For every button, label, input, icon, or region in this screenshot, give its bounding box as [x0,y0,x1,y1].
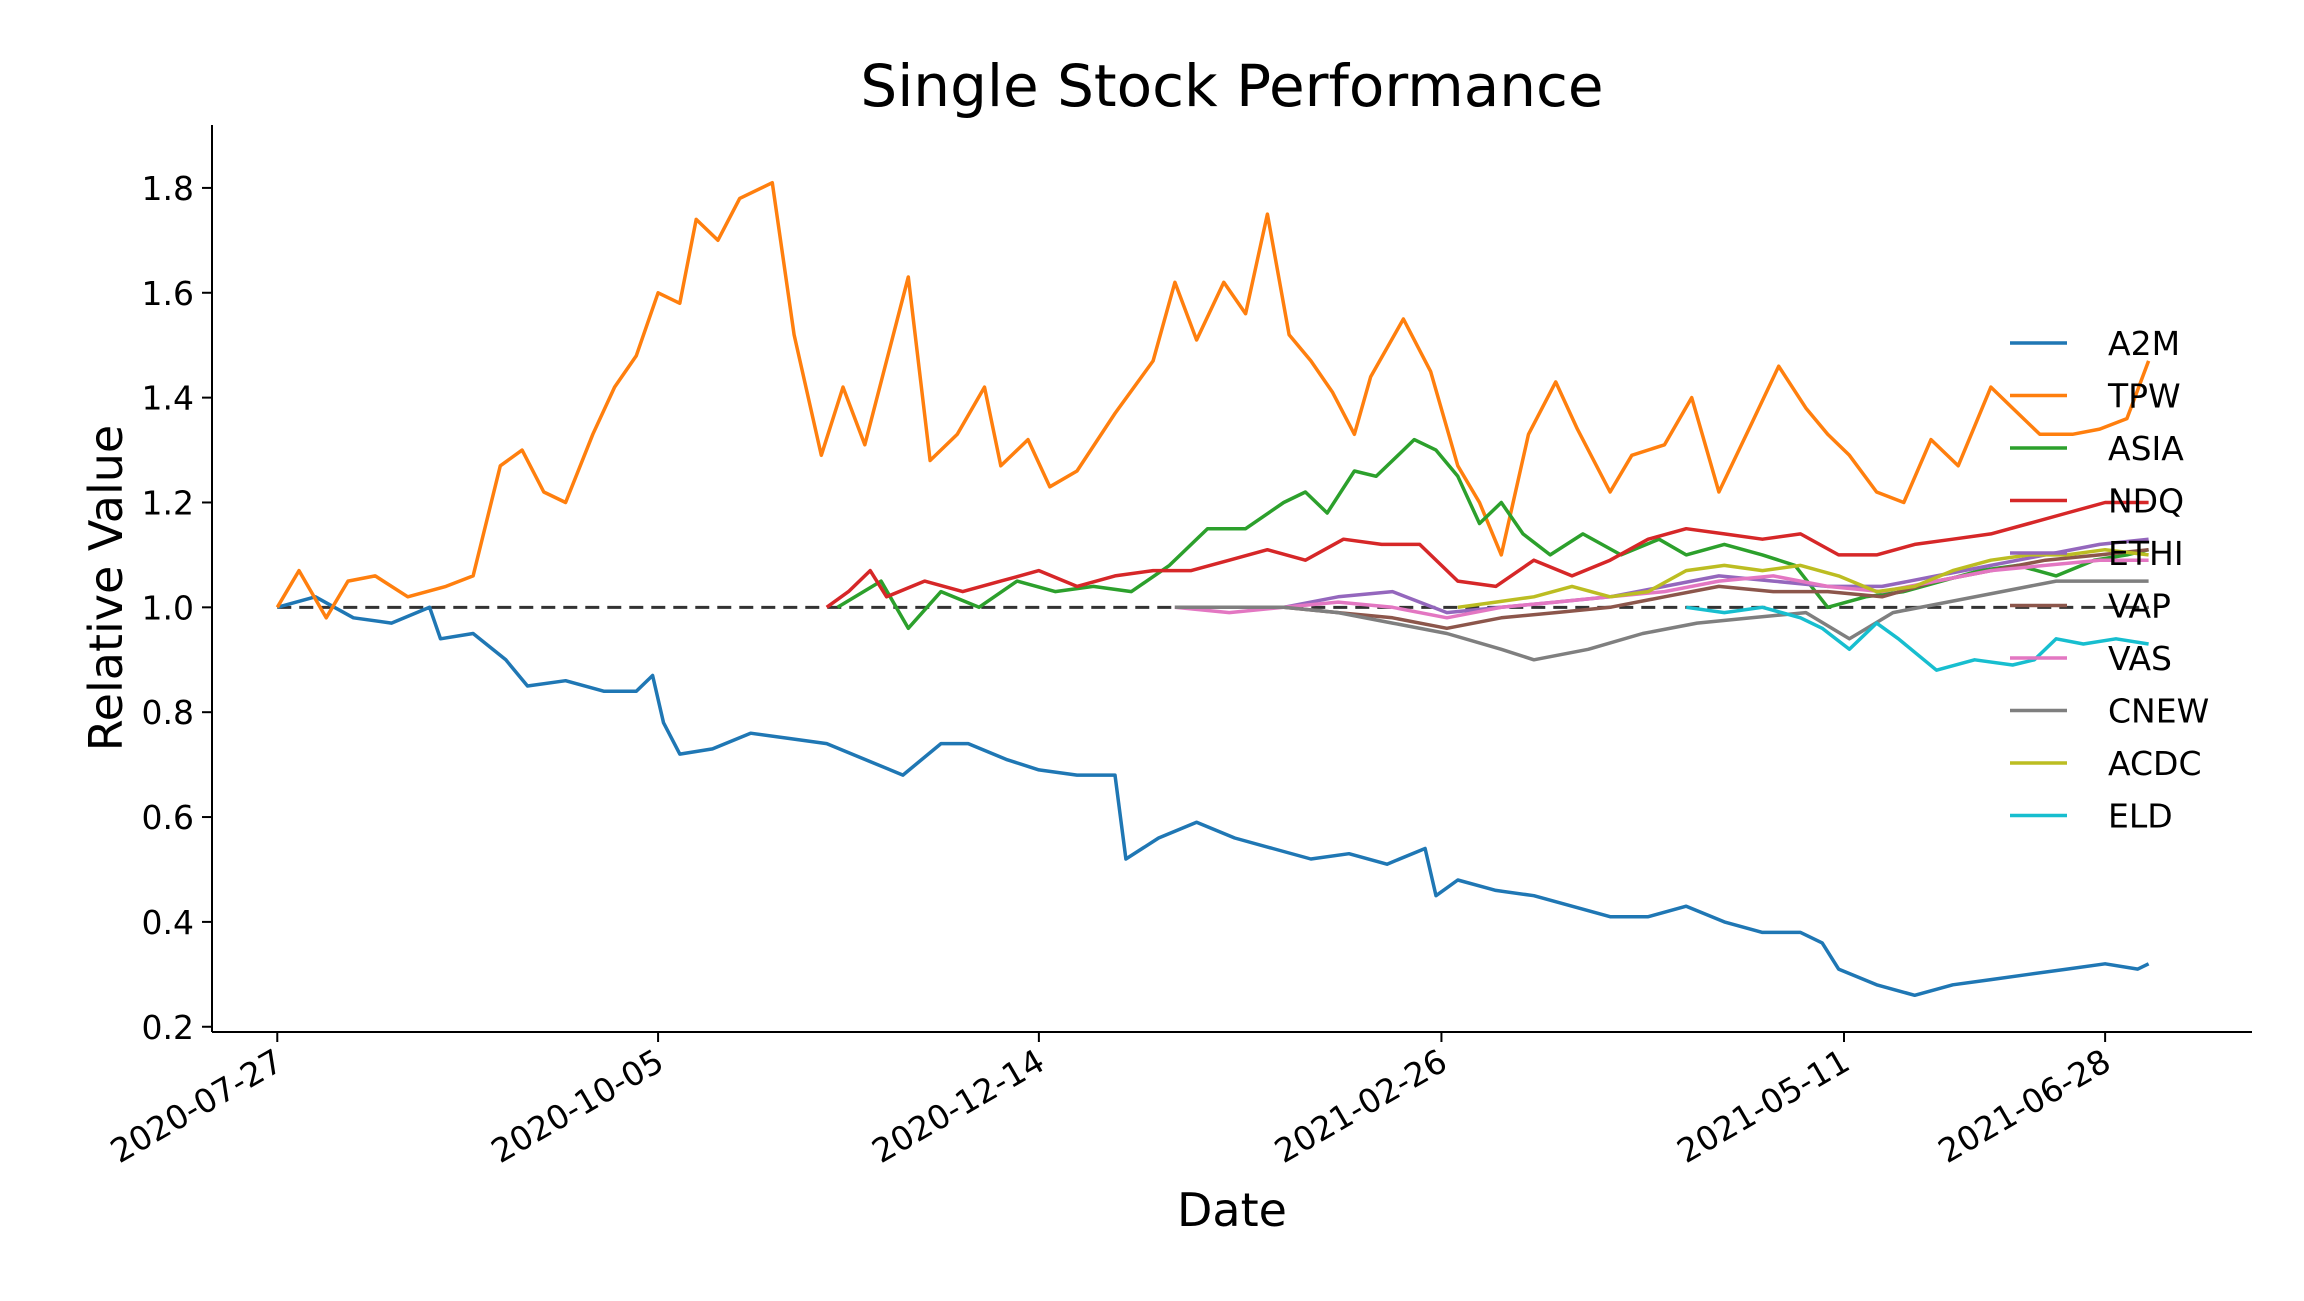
y-tick-label: 1.0 [142,588,194,627]
axes [211,125,2252,1033]
y-tick-label: 0.6 [142,798,194,837]
x-tick-label: 2021-06-28 [1932,1041,2118,1171]
legend-label-a2m: A2M [2108,324,2180,363]
legend-label-vas: VAS [2108,639,2172,678]
y-tick-label: 1.4 [142,379,194,418]
legend-label-acdc: ACDC [2108,744,2202,783]
legend-label-ndq: NDQ [2108,482,2184,521]
tick-labels: 0.2 0.4 0.6 0.8 1.0 1.2 1.4 1.6 1.8 2020-07-27 202… [104,169,2117,1171]
y-tick-label: 0.4 [142,903,194,942]
x-tick-label: 2020-12-14 [865,1041,1051,1171]
series-line-tpw [275,180,2151,620]
series-line-ethi [1174,537,2149,615]
series-line-vas [1174,558,2149,620]
x-tick-label: 2020-10-05 [484,1041,670,1171]
legend-label-vap: VAP [2108,587,2171,626]
x-axis-title: Date [1177,1183,1287,1237]
x-tick-label: 2020-07-27 [104,1041,290,1171]
series-line-cnew [1174,579,2149,662]
legend: A2M TPW ASIA NDQ ETHI VAP VAS CNEW ACDC ELD [2010,324,2209,836]
y-tick-label: 0.8 [142,693,194,732]
y-tick-label: 1.6 [142,274,194,313]
legend-label-tpw: TPW [2107,377,2181,416]
legend-label-eld: ELD [2108,797,2173,836]
legend-label-asia: ASIA [2108,429,2184,468]
series-line-acdc [1457,547,2149,610]
series-line-a2m [276,595,2150,998]
series-lines [275,180,2151,998]
x-tick-label: 2021-02-26 [1268,1041,1454,1171]
y-tick-label: 1.8 [142,169,194,208]
y-axis-title: Relative Value [79,425,133,751]
y-tick-label: 1.2 [142,483,194,522]
y-tick-label: 0.2 [142,1008,194,1047]
x-tick-label: 2021-05-11 [1670,1041,1856,1171]
legend-label-ethi: ETHI [2108,534,2184,573]
chart-title: Single Stock Performance [860,52,1603,120]
series-line-ndq [825,500,2149,609]
legend-label-cnew: CNEW [2108,692,2209,731]
series-line-eld [1685,605,2149,672]
